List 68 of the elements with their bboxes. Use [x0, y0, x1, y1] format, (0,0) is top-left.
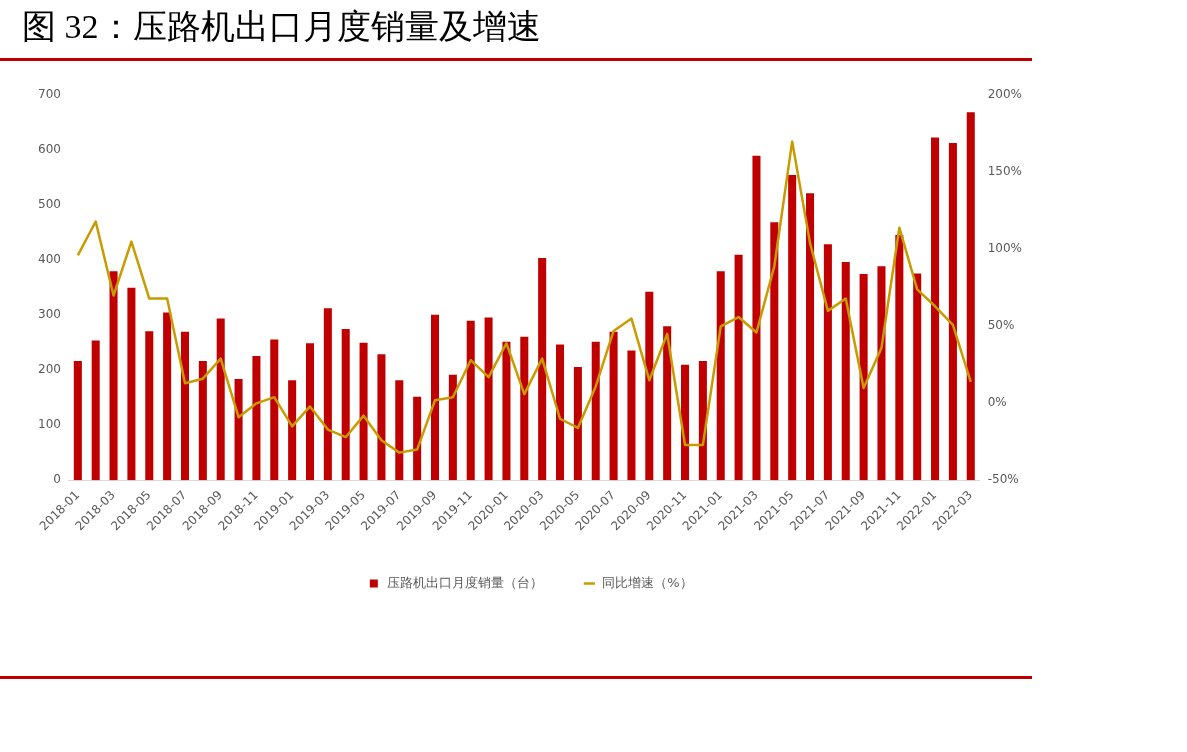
bar [520, 336, 529, 481]
bar [395, 380, 404, 481]
bar [591, 341, 600, 481]
chart-title: 图 32：压路机出口月度销量及增速 [22, 7, 541, 47]
bar [573, 367, 582, 481]
bar [913, 273, 922, 481]
bar [788, 174, 797, 481]
bar [198, 360, 207, 481]
y-tick-label: 100 [38, 417, 61, 432]
bar [609, 331, 618, 481]
bar [91, 340, 100, 481]
bar [413, 396, 422, 481]
bar [931, 137, 940, 481]
bar [627, 350, 636, 481]
y-tick-label: 500 [38, 197, 61, 212]
bar [466, 320, 475, 481]
y2-tick-label: 0% [987, 395, 1007, 410]
bar [234, 379, 243, 481]
y-tick-label: 0 [53, 472, 61, 487]
bar [216, 318, 225, 481]
bar [734, 254, 743, 481]
bar [180, 331, 189, 481]
y-tick-label: 300 [38, 307, 61, 322]
bar [377, 354, 386, 481]
bar [556, 344, 565, 481]
legend-label: 同比增速（%） [602, 574, 693, 590]
y2-tick-label: 150% [987, 164, 1023, 179]
bar [323, 308, 332, 481]
bar [502, 341, 511, 481]
y2-tick-label: -50% [987, 472, 1019, 487]
bar [770, 222, 779, 481]
bar [109, 271, 118, 481]
bar [127, 287, 136, 481]
y2-tick-label: 200% [987, 87, 1023, 102]
bar [645, 291, 654, 481]
y2-tick-label: 100% [987, 241, 1023, 256]
bar [752, 155, 761, 481]
y-tick-label: 200 [38, 362, 61, 377]
y-tick-label: 400 [38, 252, 61, 267]
bar [73, 360, 82, 481]
bar [681, 364, 690, 481]
bar [806, 193, 815, 481]
bar [859, 274, 868, 481]
bar [305, 343, 315, 481]
bar [359, 342, 368, 481]
y-tick-label: 700 [38, 87, 61, 102]
bar [341, 329, 350, 481]
bar [663, 326, 672, 481]
bar [698, 360, 707, 481]
bar [252, 356, 261, 481]
y2-tick-label: 50% [987, 318, 1015, 333]
bar [841, 261, 850, 481]
bar [163, 312, 172, 481]
bar [430, 314, 440, 481]
bar [966, 112, 975, 481]
bar [948, 143, 957, 481]
bar [716, 271, 725, 481]
y-tick-label: 600 [38, 142, 61, 157]
bar [877, 266, 886, 481]
bar [270, 339, 279, 481]
bar [484, 317, 493, 481]
bar [448, 374, 457, 481]
legend-label: 压路机出口月度销量（台） [386, 574, 543, 590]
bar [538, 258, 547, 481]
bar [823, 244, 832, 481]
bar [145, 331, 154, 481]
bar [895, 234, 904, 481]
bar [288, 380, 297, 481]
